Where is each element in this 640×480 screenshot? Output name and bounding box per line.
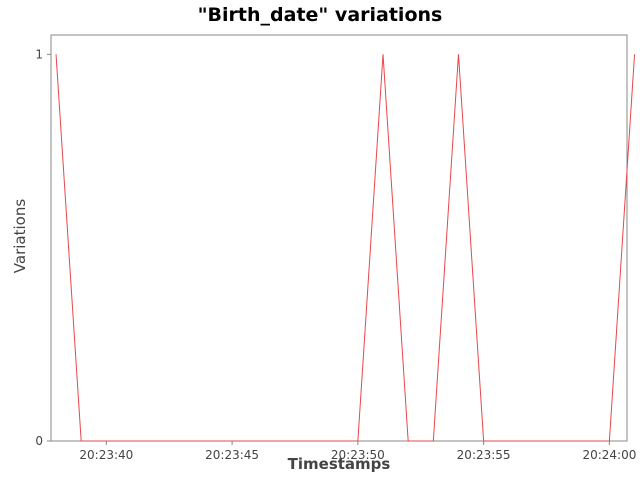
y-axis-label: Variations [11, 199, 29, 274]
y-tick-label: 1 [35, 47, 43, 61]
y-tick-label: 0 [35, 434, 43, 448]
x-tick-label: 20:23:55 [457, 448, 511, 462]
plot-area [50, 34, 628, 442]
x-tick-label: 20:23:50 [331, 448, 385, 462]
series-layer [55, 54, 636, 442]
x-tick-label: 20:23:45 [205, 448, 259, 462]
y-axis: 01 [35, 47, 51, 448]
x-axis: 20:23:40 20:23:45 20:23:50 20:23:55 20:24:00 [79, 441, 636, 462]
x-tick-label: 20:23:40 [79, 448, 133, 462]
x-tick-label: 20:24:00 [582, 448, 636, 462]
chart-title: "Birth_date" variations [198, 4, 443, 26]
series-line [55, 54, 636, 442]
x-axis-label: Timestamps [288, 455, 391, 473]
